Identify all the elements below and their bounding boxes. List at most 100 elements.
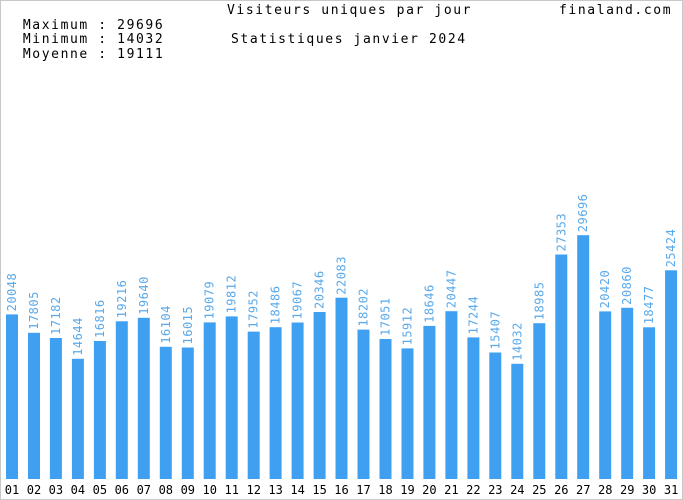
value-label-day-14: 19067 bbox=[291, 281, 305, 320]
stat-minimum-value: 14032 bbox=[117, 32, 165, 47]
bar-day-31 bbox=[665, 270, 678, 479]
value-label-day-02: 17805 bbox=[27, 291, 41, 330]
value-label-day-06: 19216 bbox=[115, 280, 129, 319]
value-label-day-20: 18646 bbox=[422, 284, 436, 323]
tick-label-day-15: 15 bbox=[312, 483, 326, 497]
tick-label-day-10: 10 bbox=[202, 483, 216, 497]
value-label-day-21: 20447 bbox=[444, 270, 458, 309]
tick-label-day-23: 23 bbox=[488, 483, 502, 497]
value-label-day-15: 20346 bbox=[313, 270, 327, 309]
bar-day-30 bbox=[643, 327, 656, 479]
stat-average-value: 19111 bbox=[117, 47, 165, 62]
bar-day-27 bbox=[577, 235, 590, 479]
tick-label-day-08: 08 bbox=[159, 483, 173, 497]
tick-label-day-18: 18 bbox=[378, 483, 392, 497]
bar-day-11 bbox=[225, 316, 238, 479]
value-label-day-25: 18985 bbox=[532, 282, 546, 321]
bar-day-03 bbox=[49, 338, 62, 479]
value-label-day-26: 27353 bbox=[554, 213, 568, 252]
bar-day-02 bbox=[28, 332, 40, 479]
chart-subtitle: Statistiques janvier 2024 bbox=[231, 32, 467, 47]
value-label-day-19: 15912 bbox=[401, 307, 415, 346]
tick-label-day-05: 05 bbox=[93, 483, 107, 497]
bar-day-04 bbox=[71, 358, 84, 479]
bar-day-28 bbox=[599, 311, 612, 479]
bar-day-17 bbox=[357, 329, 370, 479]
tick-label-day-14: 14 bbox=[290, 483, 304, 497]
tick-label-day-29: 29 bbox=[620, 483, 634, 497]
value-label-day-05: 16816 bbox=[93, 299, 107, 338]
value-label-day-24: 14032 bbox=[510, 322, 524, 361]
tick-label-day-28: 28 bbox=[598, 483, 612, 497]
bar-day-25 bbox=[533, 323, 546, 479]
bar-day-21 bbox=[445, 311, 458, 479]
tick-label-day-31: 31 bbox=[664, 483, 678, 497]
bar-day-22 bbox=[467, 337, 480, 479]
chart-title: Visiteurs uniques par jour bbox=[227, 3, 473, 18]
tick-label-day-01: 01 bbox=[5, 483, 19, 497]
bar-day-14 bbox=[291, 322, 304, 479]
tick-label-day-04: 04 bbox=[71, 483, 85, 497]
bar-day-09 bbox=[181, 347, 194, 479]
value-label-day-09: 16015 bbox=[181, 306, 195, 345]
value-label-day-16: 22083 bbox=[335, 256, 349, 295]
bar-day-05 bbox=[93, 341, 106, 479]
stat-maximum-label: Maximum bbox=[22, 18, 89, 33]
bar-day-08 bbox=[159, 346, 172, 479]
value-label-day-13: 18486 bbox=[269, 286, 283, 325]
bar-day-01 bbox=[6, 314, 18, 479]
value-label-day-28: 20420 bbox=[598, 270, 612, 309]
bar-day-12 bbox=[247, 331, 260, 479]
stat-maximum: Maximum : 29696 bbox=[22, 18, 165, 33]
tick-label-day-06: 06 bbox=[115, 483, 129, 497]
tick-label-day-11: 11 bbox=[224, 483, 238, 497]
tick-label-day-21: 21 bbox=[444, 483, 458, 497]
value-label-day-07: 19640 bbox=[137, 276, 151, 315]
tick-label-day-07: 07 bbox=[137, 483, 151, 497]
value-label-day-03: 17182 bbox=[49, 296, 63, 335]
tick-label-day-25: 25 bbox=[532, 483, 546, 497]
bar-day-16 bbox=[335, 297, 348, 479]
bar-day-18 bbox=[379, 339, 392, 479]
tick-label-day-22: 22 bbox=[466, 483, 480, 497]
bar-day-07 bbox=[137, 317, 150, 479]
bar-day-24 bbox=[511, 363, 524, 479]
bar-day-10 bbox=[203, 322, 216, 479]
tick-label-day-12: 12 bbox=[246, 483, 260, 497]
tick-label-day-17: 17 bbox=[356, 483, 370, 497]
bar-day-19 bbox=[401, 348, 414, 479]
stat-average: Moyenne : 19111 bbox=[22, 47, 165, 62]
stat-minimum-label: Minimum bbox=[22, 32, 89, 47]
value-label-day-27: 29696 bbox=[576, 194, 590, 233]
value-label-day-01: 20048 bbox=[5, 273, 19, 312]
tick-label-day-03: 03 bbox=[49, 483, 63, 497]
stat-maximum-value: 29696 bbox=[117, 18, 165, 33]
tick-label-day-16: 16 bbox=[334, 483, 348, 497]
value-label-day-31: 25424 bbox=[664, 229, 678, 268]
bar-day-29 bbox=[621, 307, 634, 479]
value-label-day-12: 17952 bbox=[247, 290, 261, 329]
tick-label-day-02: 02 bbox=[27, 483, 41, 497]
tick-label-day-30: 30 bbox=[642, 483, 656, 497]
stat-average-label: Moyenne bbox=[22, 47, 89, 62]
value-label-day-08: 16104 bbox=[159, 305, 173, 344]
value-label-day-29: 20860 bbox=[620, 266, 634, 305]
value-label-day-22: 17244 bbox=[466, 296, 480, 335]
bar-day-23 bbox=[489, 352, 502, 479]
tick-label-day-24: 24 bbox=[510, 483, 524, 497]
stat-minimum: Minimum : 14032 bbox=[22, 32, 165, 47]
value-label-day-04: 14644 bbox=[71, 317, 85, 356]
bar-day-20 bbox=[423, 325, 436, 479]
value-label-day-11: 19812 bbox=[225, 275, 239, 314]
tick-label-day-09: 09 bbox=[181, 483, 195, 497]
bar-day-06 bbox=[115, 321, 128, 479]
bar-day-15 bbox=[313, 312, 326, 479]
tick-label-day-26: 26 bbox=[554, 483, 568, 497]
site-name: finaland.com bbox=[559, 3, 673, 18]
value-label-day-10: 19079 bbox=[203, 281, 217, 320]
value-label-day-23: 15407 bbox=[488, 311, 502, 350]
tick-label-day-19: 19 bbox=[400, 483, 414, 497]
tick-label-day-20: 20 bbox=[422, 483, 436, 497]
value-label-day-30: 18477 bbox=[642, 286, 656, 325]
